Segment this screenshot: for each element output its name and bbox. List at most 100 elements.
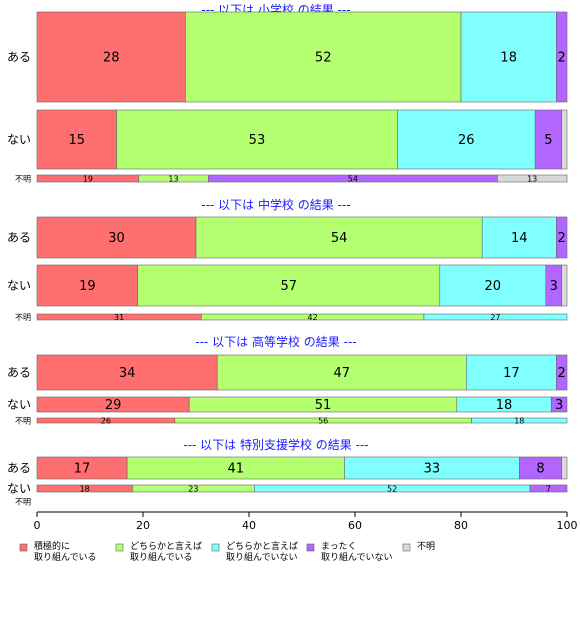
bar-segment (561, 109, 568, 170)
bar-value-label: 56 (318, 416, 328, 425)
bar-segment (36, 354, 218, 391)
bar-value-label: 53 (249, 133, 266, 148)
bar-segment (36, 216, 197, 259)
legend-label: 取り組んでいない (226, 551, 298, 563)
bar-value-label: 18 (80, 484, 90, 493)
bar-value-label: 54 (331, 231, 348, 246)
bar-segment (534, 109, 563, 170)
legend-swatch (115, 543, 124, 552)
bar-value-label: 57 (280, 279, 297, 294)
legend-swatch (19, 543, 28, 552)
bar-value-label: 20 (485, 279, 502, 294)
x-tick-label: 60 (348, 519, 362, 532)
bar-value-label: 15 (68, 133, 85, 148)
bar-segment (529, 484, 568, 493)
group-title: --- 以下は 特別支援学校 の結果 --- (183, 437, 368, 452)
bar-value-label: 30 (108, 231, 125, 246)
legend-label: どちらかと言えば (130, 540, 202, 552)
group-title: --- 以下は 高等学校 の結果 --- (195, 334, 356, 349)
row-label: ある (7, 461, 31, 475)
bar-value-label: 5 (544, 133, 552, 148)
legend-label: どちらかと言えば (226, 540, 298, 552)
legend-label: まったく (321, 541, 357, 552)
bar-value-label: 17 (503, 366, 520, 381)
bar-segment (185, 11, 462, 103)
bar-value-label: 18 (514, 416, 524, 425)
row-label: 不明 (15, 174, 31, 183)
row-label: ある (7, 231, 31, 245)
bar-value-label: 19 (79, 279, 96, 294)
bar-segment (556, 216, 568, 259)
row-label: ない (7, 482, 31, 496)
bar-value-label: 3 (555, 398, 563, 413)
bar-value-label: 26 (101, 416, 111, 425)
bar-segment (423, 313, 568, 321)
x-tick-label: 20 (136, 519, 150, 532)
bar-segment (36, 11, 186, 103)
bar-segment (561, 456, 568, 480)
bar-value-label: 18 (496, 398, 513, 413)
legend-label: 取り組んでいない (321, 551, 393, 563)
row-label: ない (7, 133, 31, 147)
bar-segment (439, 264, 547, 307)
row-label: 不明 (15, 497, 31, 506)
bar-value-label: 41 (227, 462, 244, 477)
bar-value-label: 19 (83, 174, 93, 183)
bar-value-label: 8 (536, 462, 544, 477)
x-tick-label: 0 (34, 519, 41, 532)
bar-segment (116, 109, 398, 170)
bar-segment (36, 109, 117, 170)
x-tick-label: 40 (242, 519, 256, 532)
row-label: ない (7, 279, 31, 293)
bar-value-label: 54 (348, 174, 358, 183)
bar-segment (556, 354, 568, 391)
bar-value-label: 7 (546, 484, 551, 493)
bar-value-label: 2 (558, 366, 566, 381)
bar-value-label: 23 (188, 484, 198, 493)
bar-segment (561, 264, 568, 307)
bar-value-label: 2 (558, 231, 566, 246)
bar-value-label: 13 (168, 174, 178, 183)
row-label: 不明 (15, 313, 31, 322)
bar-value-label: 31 (114, 313, 124, 322)
bar-segment (556, 11, 568, 103)
legend-label: 取り組んでいる (130, 551, 193, 563)
bar-value-label: 33 (424, 462, 441, 477)
bar-segment (497, 174, 568, 183)
row-label: 不明 (15, 416, 31, 425)
bar-value-label: 28 (103, 51, 120, 66)
bar-segment (471, 417, 568, 424)
bar-segment (397, 109, 536, 170)
bar-segment (550, 396, 568, 413)
bar-value-label: 2 (558, 51, 566, 66)
legend-label: 不明 (417, 541, 435, 552)
bar-value-label: 26 (458, 133, 475, 148)
legend-swatch (211, 543, 220, 552)
bar-segment (216, 354, 467, 391)
bar-value-label: 47 (333, 366, 350, 381)
row-label: ある (7, 50, 31, 64)
bar-segment (460, 11, 557, 103)
bar-value-label: 52 (387, 484, 397, 493)
bar-value-label: 17 (74, 462, 91, 477)
bar-value-label: 14 (511, 231, 528, 246)
bar-value-label: 29 (105, 398, 122, 413)
bar-segment (195, 216, 483, 259)
bar-segment (137, 264, 441, 307)
bar-value-label: 51 (315, 398, 332, 413)
bar-value-label: 3 (550, 279, 558, 294)
group-title: --- 以下は 中学校 の結果 --- (201, 197, 350, 212)
row-label: ない (7, 398, 31, 412)
bar-value-label: 42 (308, 313, 318, 322)
legend-label: 積極的に (34, 540, 70, 552)
bar-value-label: 18 (500, 51, 517, 66)
bar-segment (465, 354, 557, 391)
bar-value-label: 27 (490, 313, 500, 322)
bar-segment (36, 264, 138, 307)
row-label: ある (7, 366, 31, 380)
bar-value-label: 52 (315, 51, 332, 66)
bar-value-label: 34 (119, 366, 136, 381)
x-tick-label: 100 (557, 519, 578, 532)
legend-swatch (402, 543, 411, 552)
